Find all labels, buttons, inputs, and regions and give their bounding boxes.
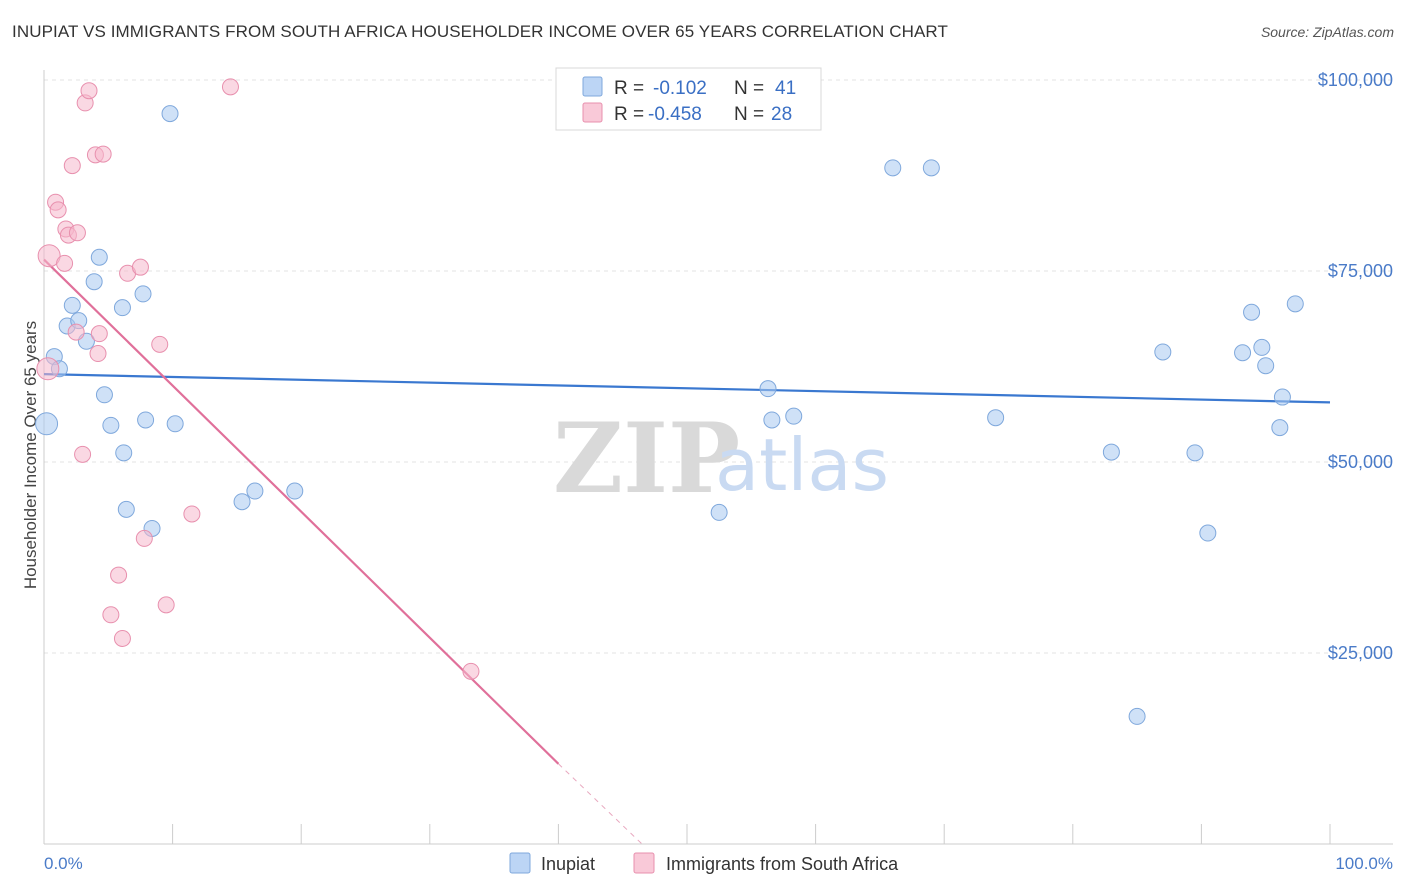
point-1-25 [183,505,201,523]
point-0-10 [102,416,120,434]
series-legend-label-inupiat: Inupiat [541,854,595,874]
series-legend-swatch-inupiat [509,852,531,874]
point-1-23 [151,335,169,353]
legend-r-value-south-africa: -0.458 [648,104,702,125]
series-legend-swatch-south-africa [633,852,655,874]
point-0-7 [85,273,103,291]
y-tick-label-0: $25,000 [1328,643,1393,663]
point-0-40 [1286,295,1304,313]
trend-line-1 [43,258,560,765]
series-legend: Inupiat Immigrants from South Africa [509,852,899,874]
gridlines [44,79,1393,654]
point-0-20 [246,482,264,500]
point-0-4 [63,296,81,314]
point-0-29 [1102,443,1120,461]
legend-n-label-2: N = [734,104,764,125]
point-0-22 [710,503,728,521]
trend-line-extension-1 [558,763,643,845]
point-0-14 [134,285,152,303]
x-tick-min: 0.0% [44,854,83,873]
point-0-32 [1186,444,1204,462]
legend-swatch-south-africa [582,102,603,123]
point-0-28 [987,409,1005,427]
watermark: ZIP atlas [553,402,889,515]
point-0-23 [759,380,777,398]
point-0-9 [95,386,113,404]
point-0-27 [922,159,940,177]
point-1-4 [56,254,74,272]
point-0-38 [1271,419,1289,437]
trend-lines [43,258,1331,845]
point-0-36 [1253,338,1271,356]
point-1-9 [68,224,86,242]
legend-r-label-2: R = [614,104,644,125]
point-1-21 [131,258,149,276]
point-1-1 [37,244,61,268]
data-points [35,78,1304,725]
series-legend-label-south-africa: Immigrants from South Africa [666,854,899,874]
point-1-18 [110,566,128,584]
point-1-0 [36,357,60,381]
point-0-25 [785,407,803,425]
y-tick-label-2: $75,000 [1328,261,1393,281]
point-0-34 [1234,344,1252,362]
legend-r-label-1: R = [614,78,644,99]
trend-line-0 [43,373,1331,404]
chart-source: Source: ZipAtlas.com [1260,24,1394,40]
point-1-14 [94,145,112,163]
point-0-0 [35,412,59,436]
watermark-zip: ZIP [553,402,740,515]
point-0-12 [117,500,135,518]
point-1-22 [135,529,153,547]
point-0-18 [166,415,184,433]
point-0-30 [1128,707,1146,725]
legend-n-value-inupiat: 41 [775,78,796,99]
point-0-39 [1273,388,1291,406]
legend-n-value-south-africa: 28 [771,104,792,125]
y-tick-labels: $25,000 $50,000 $75,000 $100,000 [1318,70,1393,663]
point-0-26 [884,159,902,177]
legend-n-label-1: N = [734,78,764,99]
point-1-26 [221,78,239,96]
stats-legend: R = -0.102 N = 41 R = -0.458 N = 28 [555,67,822,131]
x-tick-max: 100.0% [1335,854,1393,873]
point-1-27 [462,662,480,680]
point-1-12 [80,82,98,100]
axes [43,70,1393,845]
point-0-15 [137,411,155,429]
y-axis-label: Householder Income Over 65 years [21,321,40,589]
point-1-17 [102,606,120,624]
point-1-19 [113,629,131,647]
point-0-13 [113,299,131,317]
chart-title: INUPIAT VS IMMIGRANTS FROM SOUTH AFRICA … [12,22,948,41]
y-tick-label-3: $100,000 [1318,70,1393,90]
point-0-31 [1154,343,1172,361]
point-1-15 [89,345,107,363]
point-0-8 [90,248,108,266]
y-tick-label-1: $50,000 [1328,452,1393,472]
point-0-17 [161,105,179,123]
legend-swatch-inupiat [582,76,603,97]
point-0-37 [1257,357,1275,375]
point-1-16 [90,325,108,343]
point-0-19 [233,493,251,511]
point-1-24 [157,596,175,614]
point-1-8 [67,323,85,341]
point-0-24 [763,411,781,429]
legend-r-value-inupiat: -0.102 [653,78,707,99]
point-1-7 [63,157,81,175]
point-0-35 [1243,303,1261,321]
point-1-10 [74,445,92,463]
point-1-3 [49,201,67,219]
point-0-33 [1199,524,1217,542]
point-0-21 [286,482,304,500]
watermark-atlas: atlas [715,423,889,507]
point-0-11 [115,444,133,462]
